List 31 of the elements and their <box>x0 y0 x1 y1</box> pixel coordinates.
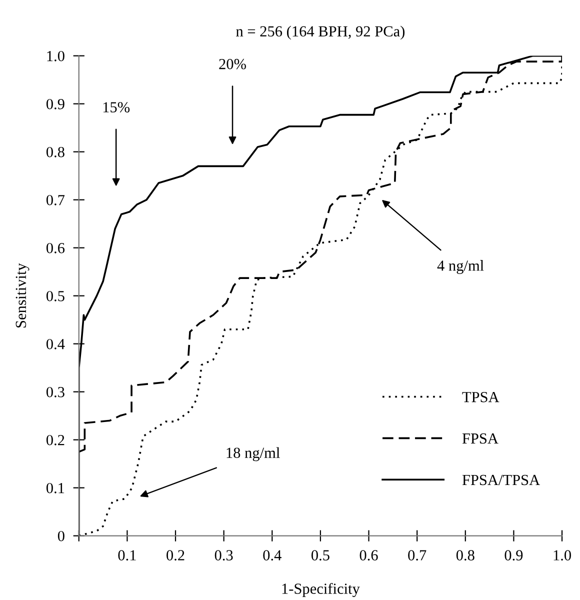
x-axis-title: 1-Specificity <box>282 582 360 598</box>
y-tick-label: 0.6 <box>46 242 65 254</box>
legend-label: FPSA/TPSA <box>462 474 540 486</box>
y-tick-label: 1.0 <box>47 50 64 62</box>
annotation: 20% <box>219 58 246 70</box>
x-tick-label: 1.0 <box>554 550 571 561</box>
y-tick-label: 0.2 <box>46 434 64 446</box>
y-tick-label: 0.8 <box>46 146 64 158</box>
chart-title: n = 256 (164 BPH, 92 PCa) <box>236 26 405 40</box>
x-tick-label: 0.9 <box>504 550 523 561</box>
y-tick-label: 0.1 <box>46 482 64 494</box>
annotation: 4 ng/ml <box>437 260 484 274</box>
x-tick-label: 0.4 <box>263 550 282 561</box>
x-tick-label: 0.5 <box>311 550 330 561</box>
x-tick-label: 0.8 <box>456 550 474 561</box>
x-tick-label: 0.2 <box>166 550 184 561</box>
y-tick-label: 0.3 <box>46 386 64 398</box>
x-tick-label: 0.1 <box>118 550 136 561</box>
y-tick-label: 0.7 <box>46 194 65 206</box>
y-axis-title: Sensitivity <box>16 263 30 328</box>
x-tick-label: 0.3 <box>214 550 233 561</box>
legend-label: FPSA <box>462 433 498 444</box>
x-tick-label: 0.7 <box>408 550 426 561</box>
annotation: 15% <box>103 102 130 112</box>
x-tick-label: 0.6 <box>360 550 378 561</box>
annotation: 18 ng/ml <box>226 447 280 462</box>
y-tick-label: 0.9 <box>46 98 64 110</box>
y-tick-label: 0 <box>58 530 64 542</box>
y-tick-label: 0.5 <box>46 290 64 302</box>
y-tick-label: 0.4 <box>46 338 65 350</box>
legend-label: TPSA <box>462 392 500 402</box>
